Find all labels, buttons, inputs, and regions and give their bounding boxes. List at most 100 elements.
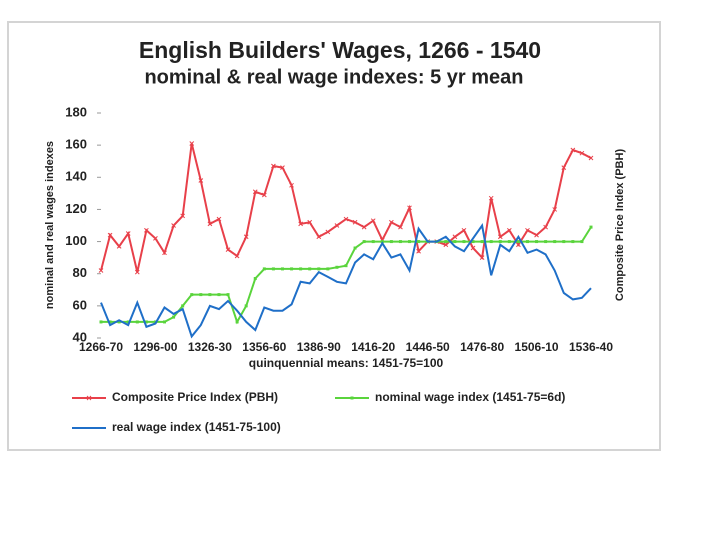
- point-marker: [589, 225, 593, 229]
- point-marker: [479, 255, 485, 260]
- point-marker: [398, 240, 402, 244]
- point-marker: [189, 141, 195, 146]
- point-marker: [289, 182, 294, 188]
- point-marker: [389, 219, 394, 225]
- point-marker: [579, 150, 585, 156]
- point-marker: [199, 293, 203, 297]
- point-marker: [108, 320, 112, 324]
- legend-marker: [350, 396, 354, 400]
- point-marker: [308, 267, 312, 271]
- point-marker: [353, 246, 357, 250]
- y-tick-label: 80: [73, 265, 87, 280]
- legend-label: real wage index (1451-75-100): [112, 420, 281, 434]
- point-marker: [471, 240, 475, 244]
- point-marker: [262, 267, 266, 271]
- point-marker: [362, 240, 366, 244]
- point-marker: [334, 223, 340, 228]
- point-marker: [344, 264, 348, 268]
- point-marker: [216, 216, 222, 222]
- point-marker: [453, 240, 457, 244]
- point-marker: [252, 189, 258, 195]
- point-marker: [144, 227, 149, 233]
- point-marker: [190, 293, 194, 297]
- y-tick-label: 140: [65, 169, 87, 184]
- point-marker: [407, 205, 412, 211]
- point-marker: [562, 240, 566, 244]
- point-marker: [98, 268, 104, 273]
- point-marker: [506, 227, 512, 233]
- x-tick-label: 1296-00: [133, 340, 177, 354]
- point-marker: [325, 229, 331, 235]
- point-marker: [225, 247, 231, 252]
- point-marker: [208, 293, 212, 297]
- frame: [7, 21, 661, 451]
- point-marker: [271, 163, 276, 169]
- point-marker: [452, 234, 458, 240]
- chart-title: English Builders' Wages, 1266 - 1540: [139, 37, 541, 63]
- point-marker: [117, 320, 121, 324]
- legend-marker: [86, 395, 92, 401]
- point-marker: [162, 250, 167, 256]
- point-marker: [326, 267, 330, 271]
- point-marker: [352, 219, 358, 225]
- point-marker: [217, 293, 221, 297]
- point-marker: [462, 240, 466, 244]
- legend-label: nominal wage index (1451-75=6d): [375, 390, 565, 404]
- point-marker: [244, 304, 248, 308]
- point-marker: [461, 227, 467, 233]
- series-line: [100, 222, 592, 339]
- point-marker: [544, 240, 548, 244]
- point-marker: [153, 236, 158, 241]
- point-marker: [125, 231, 131, 236]
- y-tick-label: 180: [65, 104, 87, 119]
- x-tick-label: 1326-30: [188, 340, 232, 354]
- point-marker: [126, 320, 130, 324]
- x-tick-label: 1386-90: [297, 340, 341, 354]
- point-marker: [525, 240, 529, 244]
- point-marker: [470, 245, 476, 251]
- point-marker: [135, 320, 139, 324]
- point-marker: [534, 232, 539, 238]
- point-marker: [516, 242, 521, 248]
- point-marker: [307, 219, 313, 225]
- point-marker: [443, 242, 449, 248]
- x-tick-label: 1356-60: [242, 340, 286, 354]
- x-tick-label: 1446-50: [406, 340, 450, 354]
- point-marker: [181, 304, 185, 308]
- point-marker: [226, 293, 230, 297]
- x-tick-label: 1476-80: [460, 340, 504, 354]
- point-marker: [116, 244, 122, 249]
- point-marker: [570, 147, 576, 153]
- point-marker: [525, 227, 530, 233]
- point-marker: [588, 155, 594, 161]
- point-marker: [99, 320, 103, 324]
- point-marker: [516, 240, 520, 244]
- x-tick-label: 1536-40: [569, 340, 613, 354]
- point-marker: [290, 267, 294, 271]
- point-marker: [335, 265, 339, 269]
- point-marker: [261, 192, 267, 198]
- point-marker: [416, 248, 421, 254]
- x-axis-label: quinquennial means: 1451-75=100: [249, 356, 444, 370]
- y-tick-label: 60: [73, 297, 87, 312]
- y2-axis-label: Composite Price Index (PBH): [614, 149, 626, 302]
- point-marker: [198, 178, 204, 183]
- point-marker: [552, 207, 558, 212]
- point-marker: [580, 240, 584, 244]
- x-tick-label: 1506-10: [515, 340, 559, 354]
- point-marker: [561, 165, 567, 170]
- point-marker: [489, 240, 493, 244]
- point-marker: [497, 234, 503, 240]
- point-marker: [253, 277, 257, 281]
- point-marker: [343, 216, 349, 222]
- point-marker: [370, 218, 376, 224]
- point-marker: [298, 221, 303, 227]
- point-marker: [316, 234, 322, 240]
- legend-label: Composite Price Index (PBH): [112, 390, 278, 404]
- point-marker: [535, 240, 539, 244]
- y-axis-label: nominal and real wages indexes: [44, 141, 56, 309]
- point-marker: [553, 240, 557, 244]
- point-marker: [280, 267, 284, 271]
